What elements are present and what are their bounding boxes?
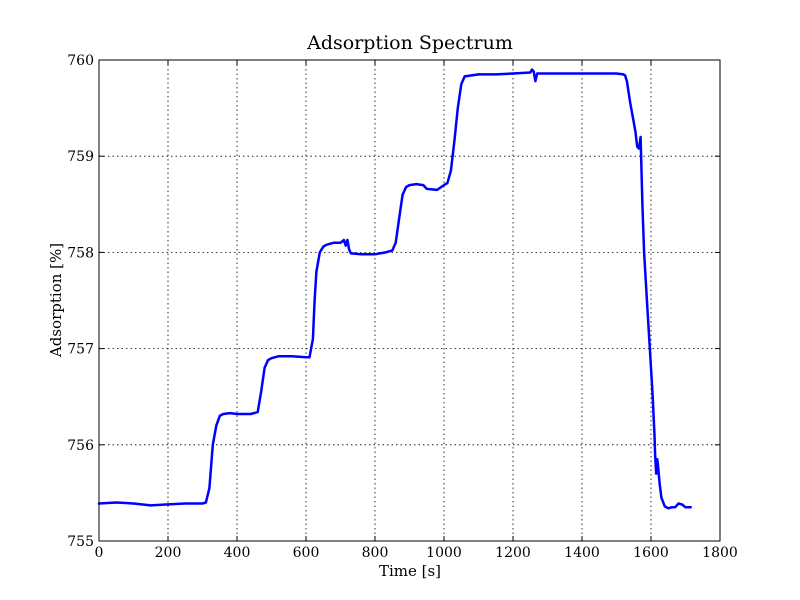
x-axis-label: Time [s] xyxy=(379,562,441,580)
chart-title: Adsorption Spectrum xyxy=(306,32,513,54)
x-tick-label: 600 xyxy=(293,545,320,561)
x-tick-label: 0 xyxy=(95,545,104,561)
x-tick-label: 1400 xyxy=(564,545,600,561)
axis-ticks: 0 200 400 600 800 1000 1200 1400 1600 1800 755 756 7… xyxy=(67,53,738,561)
series-line xyxy=(97,68,692,510)
y-tick-label: 759 xyxy=(67,149,94,165)
plot-frame xyxy=(98,59,721,542)
x-tick-label: 1200 xyxy=(495,545,531,561)
x-tick-label: 1600 xyxy=(633,545,669,561)
y-tick-label: 757 xyxy=(67,342,94,358)
y-tick-label: 758 xyxy=(67,245,94,261)
y-axis-label: Adsorption [%] xyxy=(47,243,65,358)
x-tick-label: 400 xyxy=(224,545,251,561)
y-tick-label: 760 xyxy=(67,53,94,69)
series-layer xyxy=(97,68,692,510)
x-tick-label: 1800 xyxy=(702,545,738,561)
x-tick-label: 200 xyxy=(155,545,182,561)
y-tick-label: 755 xyxy=(67,534,94,550)
grid-lines xyxy=(99,60,720,541)
x-tick-label: 1000 xyxy=(426,545,462,561)
y-tick-label: 756 xyxy=(67,438,94,454)
x-tick-label: 800 xyxy=(362,545,389,561)
